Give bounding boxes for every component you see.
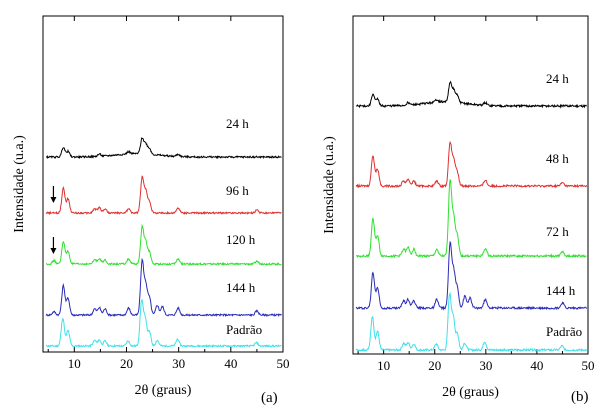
plot-frame xyxy=(42,15,284,353)
series-line xyxy=(355,140,587,189)
x-tick-label: 40 xyxy=(530,358,543,373)
series-label: Padrão xyxy=(226,322,262,337)
series-label: 120 h xyxy=(226,232,256,247)
series-line xyxy=(355,80,587,109)
x-tick-label: 40 xyxy=(224,356,237,371)
x-tick-label: 10 xyxy=(68,356,81,371)
series-line xyxy=(355,179,587,259)
series-label: Padrão xyxy=(546,324,582,339)
series-label: 72 h xyxy=(546,224,569,239)
x-tick-label: 50 xyxy=(277,356,290,371)
series-line xyxy=(355,291,587,353)
y-axis-label: Intensidade (u.a.) xyxy=(322,136,337,234)
series-line xyxy=(45,175,282,216)
plot-frame xyxy=(352,15,589,355)
x-tick-label: 20 xyxy=(120,356,133,371)
panel-label-b: (b) xyxy=(571,389,589,405)
panel-b: 10 20 30 40 50 2θ (graus) Intensidade (u.a.) Pa… xyxy=(322,15,595,400)
x-axis-label: 2θ (graus) xyxy=(442,385,499,400)
x-tick-label: 10 xyxy=(377,358,390,373)
arrow-head xyxy=(50,197,57,203)
series-label: 24 h xyxy=(546,71,569,86)
panel-label-a: (a) xyxy=(261,390,278,406)
series-label: 96 h xyxy=(226,183,249,198)
panel-a: 10 20 30 40 50 2θ (graus) Intensidade (u.a.) Pa… xyxy=(12,15,290,398)
x-axis-label: 2θ (graus) xyxy=(135,383,192,398)
y-axis-label: Intensidade (u.a.) xyxy=(12,135,27,233)
x-tick-label: 50 xyxy=(582,358,595,373)
series-line xyxy=(355,241,587,311)
arrow-head xyxy=(50,248,57,254)
series-line xyxy=(46,137,282,160)
series-label: 144 h xyxy=(546,283,576,298)
series-line xyxy=(45,257,282,318)
x-tick-label: 30 xyxy=(172,356,185,371)
series-label: 48 h xyxy=(546,151,569,166)
x-tick-label: 20 xyxy=(428,358,441,373)
x-tick-label: 30 xyxy=(479,358,492,373)
series-line xyxy=(45,299,282,349)
series-line xyxy=(45,223,282,267)
series-label: 24 h xyxy=(226,116,249,131)
series-label: 144 h xyxy=(226,280,256,295)
